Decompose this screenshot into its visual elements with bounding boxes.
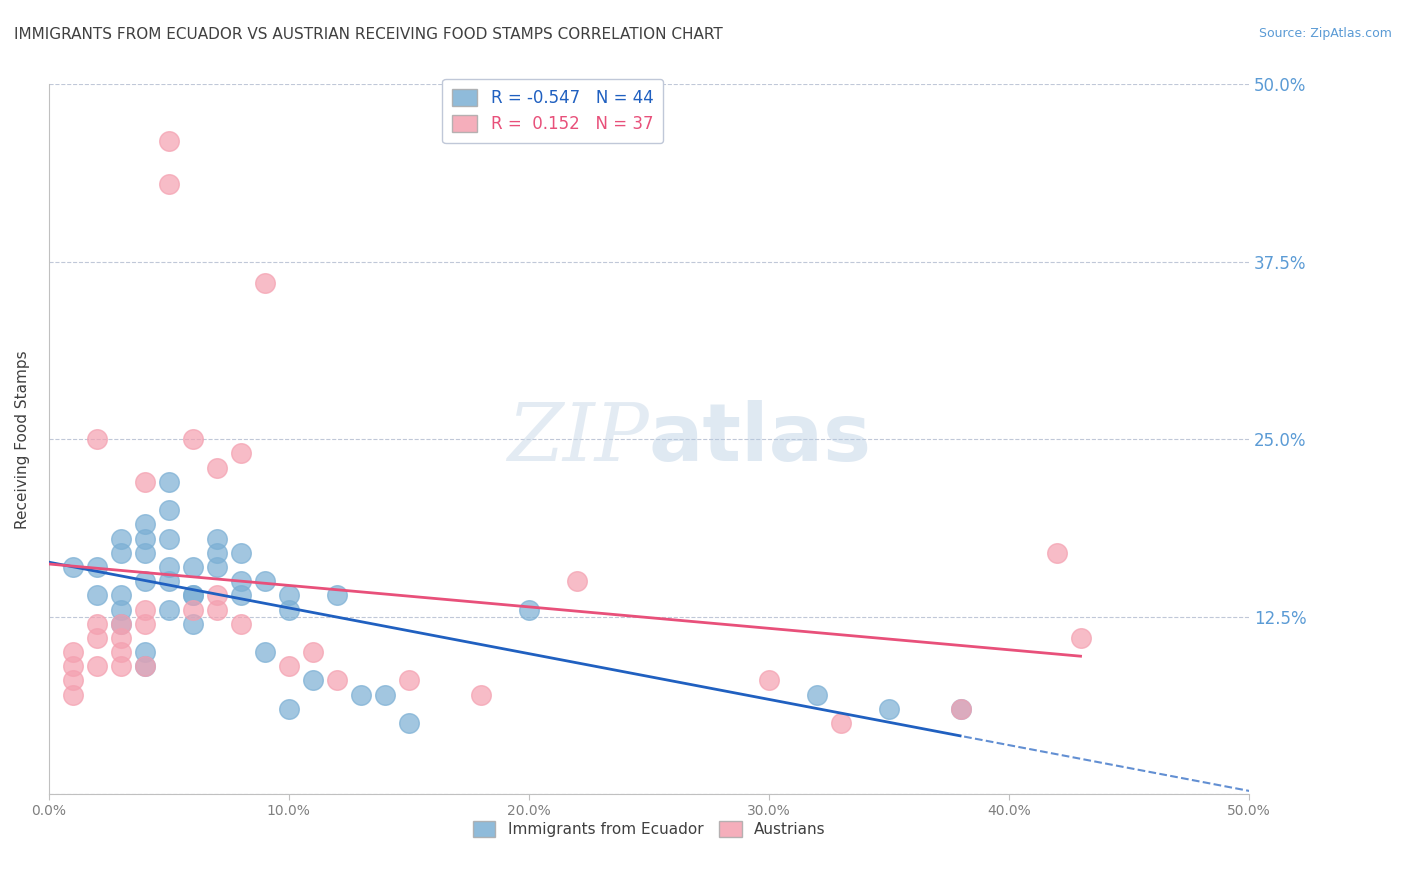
Point — [86, 432, 108, 446]
Point — [181, 602, 204, 616]
Point — [110, 616, 132, 631]
Point — [110, 659, 132, 673]
Point — [181, 560, 204, 574]
Point — [205, 546, 228, 560]
Point — [806, 688, 828, 702]
Point — [326, 588, 349, 602]
Point — [350, 688, 373, 702]
Point — [157, 475, 180, 489]
Point — [62, 645, 84, 659]
Point — [110, 588, 132, 602]
Point — [110, 602, 132, 616]
Point — [134, 602, 156, 616]
Text: atlas: atlas — [650, 401, 872, 478]
Point — [134, 616, 156, 631]
Point — [205, 532, 228, 546]
Point — [62, 560, 84, 574]
Point — [1046, 546, 1069, 560]
Point — [830, 716, 852, 731]
Point — [134, 475, 156, 489]
Text: IMMIGRANTS FROM ECUADOR VS AUSTRIAN RECEIVING FOOD STAMPS CORRELATION CHART: IMMIGRANTS FROM ECUADOR VS AUSTRIAN RECE… — [14, 27, 723, 42]
Point — [229, 588, 252, 602]
Point — [277, 659, 299, 673]
Point — [302, 645, 325, 659]
Point — [205, 602, 228, 616]
Point — [374, 688, 396, 702]
Point — [134, 645, 156, 659]
Point — [229, 446, 252, 460]
Point — [62, 659, 84, 673]
Point — [565, 574, 588, 589]
Point — [398, 716, 420, 731]
Text: ZIP: ZIP — [508, 401, 650, 478]
Text: Source: ZipAtlas.com: Source: ZipAtlas.com — [1258, 27, 1392, 40]
Point — [950, 702, 973, 716]
Point — [229, 616, 252, 631]
Point — [110, 616, 132, 631]
Point — [157, 560, 180, 574]
Point — [277, 602, 299, 616]
Point — [110, 631, 132, 645]
Point — [1070, 631, 1092, 645]
Legend: Immigrants from Ecuador, Austrians: Immigrants from Ecuador, Austrians — [467, 815, 831, 843]
Point — [398, 673, 420, 688]
Point — [86, 588, 108, 602]
Point — [134, 517, 156, 532]
Point — [157, 134, 180, 148]
Point — [205, 588, 228, 602]
Point — [86, 659, 108, 673]
Point — [62, 688, 84, 702]
Point — [470, 688, 492, 702]
Point — [134, 659, 156, 673]
Point — [950, 702, 973, 716]
Point — [110, 645, 132, 659]
Point — [157, 574, 180, 589]
Point — [205, 460, 228, 475]
Point — [181, 616, 204, 631]
Point — [157, 602, 180, 616]
Point — [157, 177, 180, 191]
Point — [181, 588, 204, 602]
Point — [110, 532, 132, 546]
Point — [205, 560, 228, 574]
Point — [253, 574, 276, 589]
Point — [277, 702, 299, 716]
Point — [758, 673, 780, 688]
Point — [877, 702, 900, 716]
Point — [181, 588, 204, 602]
Point — [253, 276, 276, 290]
Point — [302, 673, 325, 688]
Point — [517, 602, 540, 616]
Point — [157, 532, 180, 546]
Point — [229, 574, 252, 589]
Y-axis label: Receiving Food Stamps: Receiving Food Stamps — [15, 350, 30, 529]
Point — [86, 616, 108, 631]
Point — [62, 673, 84, 688]
Point — [253, 645, 276, 659]
Point — [86, 631, 108, 645]
Point — [229, 546, 252, 560]
Point — [134, 574, 156, 589]
Point — [326, 673, 349, 688]
Point — [181, 432, 204, 446]
Point — [134, 546, 156, 560]
Point — [134, 532, 156, 546]
Point — [110, 546, 132, 560]
Point — [86, 560, 108, 574]
Point — [277, 588, 299, 602]
Point — [134, 659, 156, 673]
Point — [157, 503, 180, 517]
